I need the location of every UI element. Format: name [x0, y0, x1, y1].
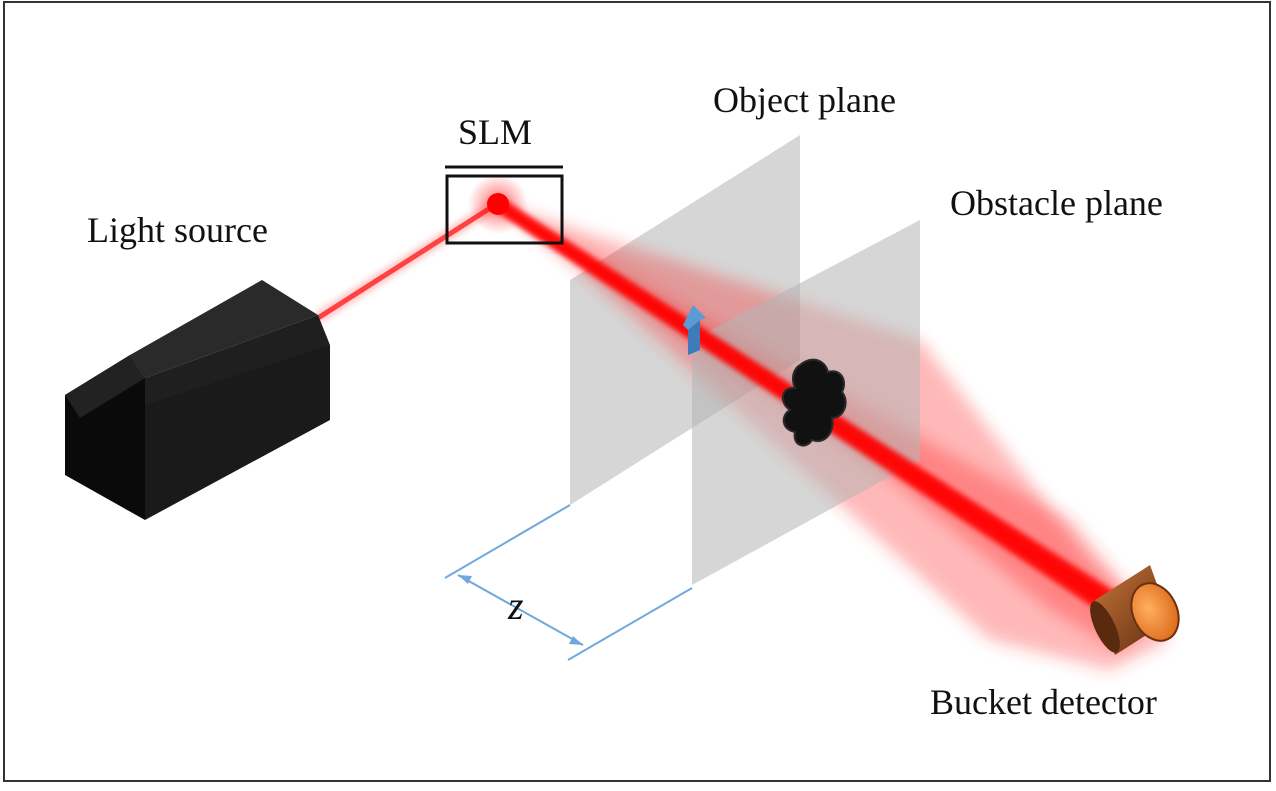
- bucket-detector-label: Bucket detector: [930, 682, 1157, 722]
- figure-border: [3, 1, 1271, 782]
- up-arrow-icon: [683, 305, 706, 355]
- light-source-device: [65, 280, 330, 520]
- bucket-detector-device: [1090, 565, 1180, 655]
- distance-label: z: [508, 583, 524, 628]
- obstacle-blob: [781, 358, 847, 447]
- light-source-label: Light source: [87, 210, 268, 250]
- distance-dimension: [444, 504, 693, 661]
- object-plane-label: Object plane: [713, 80, 896, 120]
- obstacle-plane-label: Obstacle plane: [950, 183, 1163, 223]
- slm-label: SLM: [458, 112, 533, 152]
- slm-device: [445, 165, 564, 245]
